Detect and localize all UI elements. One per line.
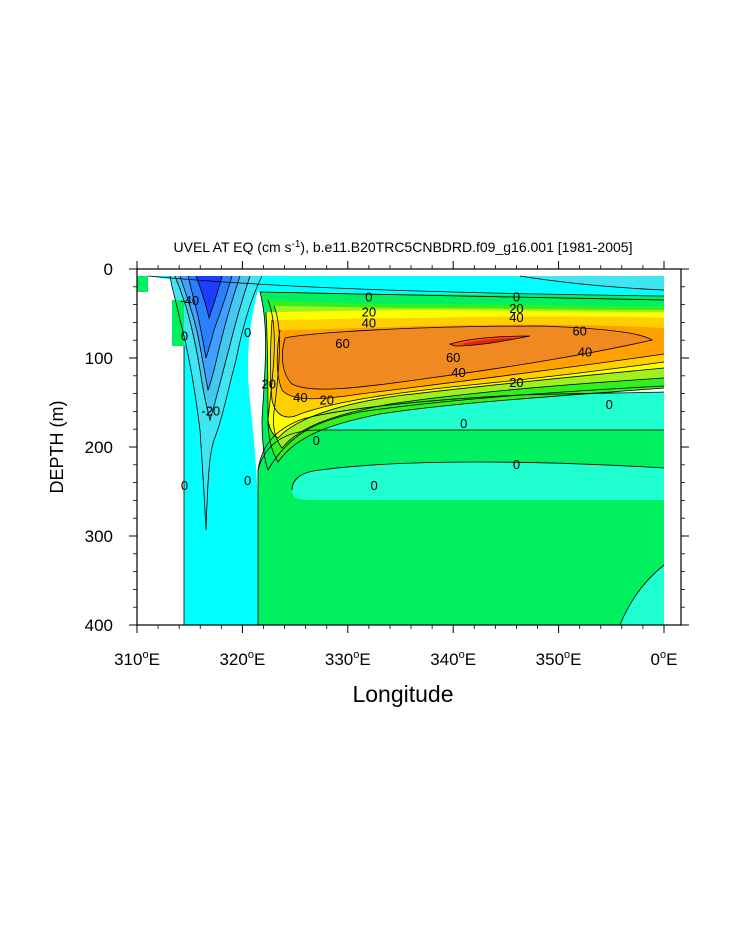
x-tick-label: 0oE <box>651 649 678 669</box>
contour-line <box>169 275 207 531</box>
fill-region-neg-strong <box>196 276 222 318</box>
fill-region-pos-0-deep <box>258 430 664 625</box>
contour-line <box>265 311 665 439</box>
contour-label: 0 <box>244 325 251 340</box>
fill-region-max <box>462 338 515 345</box>
x-tick-label: 340oE <box>430 649 476 669</box>
contour-line <box>291 461 665 491</box>
x-tick-label: 330oE <box>325 649 371 669</box>
x-axis-title: Longitude <box>352 681 453 707</box>
contour-label: 60 <box>572 323 586 338</box>
x-tick-label: 320oE <box>219 649 265 669</box>
fill-region-pos-60 <box>282 326 652 390</box>
fill-region-bottom-right <box>620 565 664 625</box>
contour-line <box>259 291 665 301</box>
contour-fills <box>137 269 681 625</box>
contour-label: 60 <box>335 336 349 351</box>
contour-line <box>259 291 665 471</box>
contour-line <box>619 564 665 625</box>
contour-label: 20 <box>362 305 376 320</box>
contour-line <box>276 329 665 400</box>
coastal-patch-lower <box>172 300 184 346</box>
contour-label: 0 <box>513 457 520 472</box>
contour-label: 40 <box>578 345 592 360</box>
contour-label: 40 <box>293 390 307 405</box>
contour-line <box>205 275 263 531</box>
contour-label: 20 <box>509 375 523 390</box>
contour-label: 0 <box>460 416 467 431</box>
contour-label: 20 <box>509 301 523 316</box>
y-tick-label: 200 <box>85 438 113 457</box>
fill-region-surface-lightcyan <box>520 276 664 290</box>
contour-line <box>267 299 665 463</box>
coastal-patch-upper <box>137 276 148 292</box>
contour-lines <box>147 275 665 625</box>
contour-line <box>179 275 241 392</box>
contour-line <box>273 305 665 449</box>
contour-label: 40 <box>509 310 523 325</box>
x-axis: 310oE 320oE 330oE 340oE 350oE 0oE <box>114 261 677 669</box>
contour-line <box>257 429 664 471</box>
y-tick-label: 100 <box>85 349 113 368</box>
chart-title: UVEL AT EQ (cm s-1), b.e11.B20TRC5CNBDRD… <box>174 239 633 255</box>
contour-line <box>174 275 251 422</box>
contour-label: 0 <box>181 478 188 493</box>
contour-label: 0 <box>244 473 251 488</box>
contour-label: 40 <box>451 365 465 380</box>
contour-label: 20 <box>262 377 276 392</box>
x-tick-label: 310oE <box>114 649 160 669</box>
contour-line <box>281 325 653 390</box>
contour-label: 0 <box>365 289 372 304</box>
contour-line <box>147 275 665 297</box>
fill-region-neg-40 <box>188 276 232 358</box>
y-axis-title: DEPTH (m) <box>47 401 67 494</box>
y-tick-label: 0 <box>104 260 113 279</box>
fill-region-zero-band <box>258 392 664 500</box>
contour-line <box>448 335 531 347</box>
contour-line <box>257 391 665 471</box>
contour-line <box>187 275 233 359</box>
right-strip <box>664 269 681 625</box>
contour-label: 0 <box>181 329 188 344</box>
top-strip <box>137 269 681 276</box>
contour-line <box>519 275 665 291</box>
contour-label: 0 <box>371 478 378 493</box>
y-tick-label: 300 <box>85 527 113 546</box>
contour-line <box>195 275 223 320</box>
contour-label: -20 <box>201 403 220 418</box>
y-tick-label: 400 <box>85 616 113 635</box>
contour-label: 20 <box>319 393 333 408</box>
contour-label: 40 <box>362 315 376 330</box>
land-mask <box>137 292 184 625</box>
contour-label: 0 <box>313 433 320 448</box>
x-tick-label: 350oE <box>536 649 582 669</box>
contour-label: 0 <box>606 397 613 412</box>
contour-label: -40 <box>180 293 199 308</box>
contour-label: 60 <box>446 350 460 365</box>
contour-label: 0 <box>513 289 520 304</box>
